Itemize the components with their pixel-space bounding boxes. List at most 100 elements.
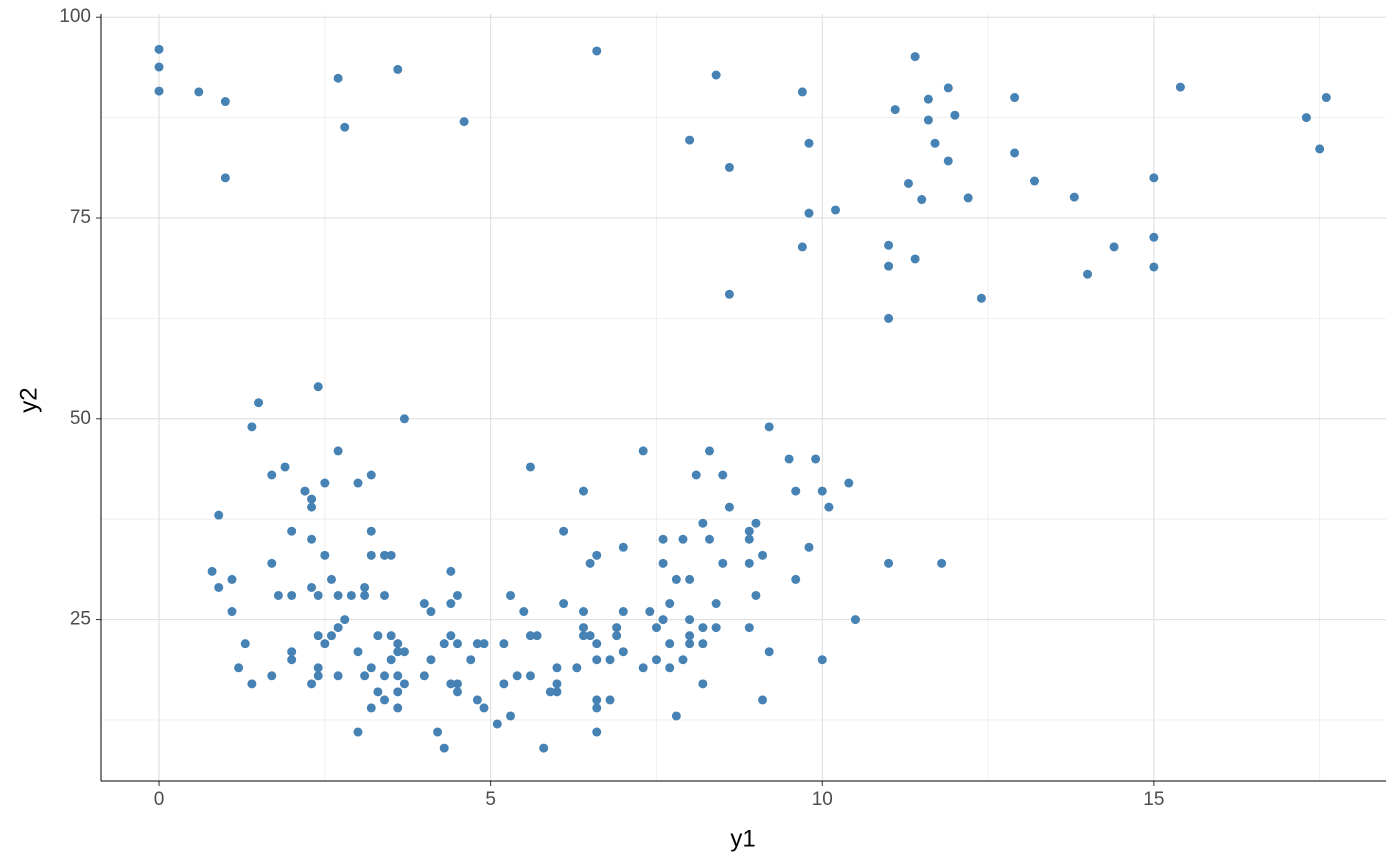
point: [506, 590, 516, 600]
point: [724, 502, 734, 512]
point: [287, 526, 297, 536]
point: [718, 470, 728, 480]
point: [333, 671, 343, 681]
point: [273, 590, 283, 600]
point: [353, 478, 363, 488]
point: [910, 52, 920, 62]
point: [512, 671, 522, 681]
point: [472, 639, 482, 649]
point: [618, 647, 628, 657]
point: [439, 743, 449, 753]
point: [1109, 242, 1119, 252]
point: [479, 639, 489, 649]
point: [698, 518, 708, 528]
point: [366, 550, 376, 560]
point: [552, 663, 562, 673]
point: [764, 422, 774, 432]
point: [452, 639, 462, 649]
point: [578, 623, 588, 633]
point: [552, 679, 562, 689]
point: [300, 486, 310, 496]
y-axis-title: y2: [15, 387, 42, 412]
point: [307, 534, 317, 544]
point: [360, 590, 370, 600]
point: [280, 462, 290, 472]
x-tick-label: 5: [485, 789, 496, 810]
point: [1010, 93, 1020, 103]
point: [419, 671, 429, 681]
point: [1321, 93, 1331, 103]
point: [698, 623, 708, 633]
point: [353, 727, 363, 737]
point: [744, 623, 754, 633]
point: [446, 631, 456, 641]
point: [247, 679, 257, 689]
point: [340, 122, 350, 132]
point: [373, 631, 383, 641]
point: [711, 623, 721, 633]
x-axis-title: y1: [730, 825, 755, 852]
point: [320, 639, 330, 649]
point: [758, 550, 768, 560]
x-tick-label: 15: [1143, 789, 1164, 810]
point: [930, 138, 940, 148]
point: [751, 590, 761, 600]
point: [393, 647, 403, 657]
point: [393, 64, 403, 74]
y-tick-label: 100: [59, 6, 91, 27]
point: [724, 289, 734, 299]
point: [744, 534, 754, 544]
point: [446, 599, 456, 609]
point: [154, 44, 164, 54]
point: [711, 70, 721, 80]
point: [419, 599, 429, 609]
point: [313, 382, 323, 392]
point: [373, 687, 383, 697]
y-tick-label: 25: [70, 609, 91, 630]
point: [386, 655, 396, 665]
point: [545, 687, 555, 697]
point: [479, 703, 489, 713]
point: [519, 607, 529, 617]
point: [612, 631, 622, 641]
point: [658, 534, 668, 544]
point: [903, 178, 913, 188]
point: [220, 173, 230, 183]
point: [605, 655, 615, 665]
point: [751, 518, 761, 528]
point: [433, 727, 443, 737]
point: [638, 446, 648, 456]
point: [923, 115, 933, 125]
point: [326, 631, 336, 641]
point: [506, 711, 516, 721]
point: [651, 655, 661, 665]
point: [393, 639, 403, 649]
point: [532, 631, 542, 641]
point: [665, 663, 675, 673]
point: [585, 558, 595, 568]
point: [346, 590, 356, 600]
point: [360, 671, 370, 681]
point: [326, 574, 336, 584]
point: [612, 623, 622, 633]
point: [452, 679, 462, 689]
point: [320, 550, 330, 560]
point: [333, 73, 343, 83]
point: [360, 582, 370, 592]
point: [267, 671, 277, 681]
point: [1175, 82, 1185, 92]
point: [459, 117, 469, 127]
point: [976, 293, 986, 303]
point: [313, 671, 323, 681]
point: [426, 655, 436, 665]
point: [592, 727, 602, 737]
point: [559, 526, 569, 536]
point: [559, 599, 569, 609]
point: [247, 422, 257, 432]
point: [804, 138, 814, 148]
point: [393, 687, 403, 697]
point: [592, 639, 602, 649]
point: [426, 607, 436, 617]
point: [658, 558, 668, 568]
